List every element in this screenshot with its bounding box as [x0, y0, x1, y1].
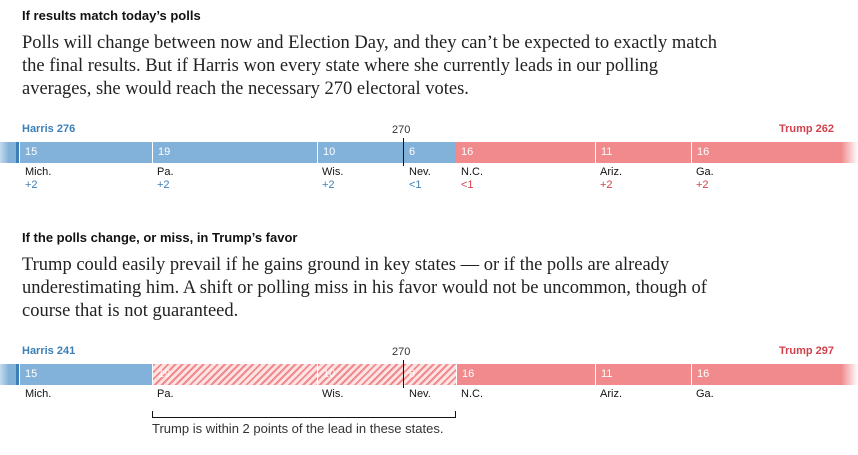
state-margin: +2 — [157, 179, 170, 191]
trump-safe-fade — [830, 364, 858, 385]
ev-label: 19 — [158, 368, 171, 380]
state-name: Ga. — [696, 166, 714, 178]
state-label-ga: Ga. — [696, 388, 714, 401]
state-segment-nc[interactable]: 16 — [456, 364, 595, 385]
ev-label: 19 — [158, 146, 171, 158]
ev-label: 15 — [25, 368, 38, 380]
state-label-mich: Mich. +2 — [25, 166, 51, 192]
swing-states-note: Trump is within 2 points of the lead in … — [152, 421, 444, 436]
threshold-line — [403, 360, 404, 388]
state-segment-nev[interactable]: 6 — [403, 142, 456, 163]
state-margin: +2 — [600, 179, 613, 191]
state-segment-ariz[interactable]: 11 — [595, 364, 691, 385]
state-label-nev: Nev. — [409, 388, 431, 401]
state-name: N.C. — [461, 388, 483, 400]
state-label-ga: Ga. +2 — [696, 166, 714, 192]
state-label-ariz: Ariz. — [600, 388, 622, 401]
state-label-mich: Mich. — [25, 388, 51, 401]
ev-label: 10 — [323, 368, 336, 380]
scenario-heading: If results match today’s polls — [22, 8, 201, 23]
state-segment-wis[interactable]: 10 — [317, 364, 403, 385]
ev-label: 15 — [25, 146, 38, 158]
state-name: Ariz. — [600, 388, 622, 400]
state-segment-pa[interactable]: 19 — [152, 364, 317, 385]
trump-total-label: Trump 297 — [778, 345, 834, 357]
state-margin: +2 — [322, 179, 335, 191]
state-label-wis: Wis. — [322, 388, 343, 401]
ev-label: 16 — [461, 146, 474, 158]
harris-total-label: Harris 241 — [22, 345, 76, 357]
state-segment-mich[interactable]: 15 — [19, 364, 152, 385]
state-segment-nev[interactable]: 6 — [403, 364, 456, 385]
ev-label: 11 — [601, 146, 613, 158]
state-name: Mich. — [25, 166, 52, 178]
state-name: Wis. — [322, 388, 344, 400]
harris-safe-fade — [0, 142, 20, 163]
state-name: N.C. — [461, 166, 483, 178]
ev-label: 16 — [697, 146, 710, 158]
harris-total-label: Harris 276 — [22, 123, 76, 135]
state-name: Ariz. — [600, 166, 622, 178]
state-segment-mich[interactable]: 15 — [19, 142, 152, 163]
ev-label: 6 — [409, 368, 416, 380]
electoral-bar: 15 19 10 6 16 11 16 — [0, 142, 858, 163]
ev-label: 10 — [323, 146, 336, 158]
state-label-wis: Wis. +2 — [322, 166, 343, 192]
state-label-nev: Nev. <1 — [409, 166, 431, 192]
state-name: Wis. — [322, 166, 344, 178]
state-segment-ariz[interactable]: 11 — [595, 142, 691, 163]
harris-safe-edge — [16, 142, 19, 163]
state-name: Pa. — [157, 388, 174, 400]
trump-total-label: Trump 262 — [778, 123, 834, 135]
state-margin: +2 — [696, 179, 709, 191]
ev-label: 16 — [462, 368, 475, 380]
threshold-line — [403, 138, 404, 166]
state-margin: <1 — [461, 179, 474, 191]
state-segment-ga[interactable]: 16 — [691, 142, 830, 163]
harris-safe-fade — [0, 364, 20, 385]
state-segment-pa[interactable]: 19 — [152, 142, 317, 163]
scenario-description: Polls will change between now and Electi… — [22, 33, 718, 99]
trump-safe-fade — [830, 142, 858, 163]
ev-label: 11 — [601, 368, 613, 380]
scenario-description: Trump could easily prevail if he gains g… — [22, 255, 707, 321]
state-name: Ga. — [696, 388, 714, 400]
state-label-ariz: Ariz. +2 — [600, 166, 622, 192]
state-segment-nc[interactable]: 16 — [456, 142, 595, 163]
state-name: Nev. — [409, 388, 431, 400]
state-margin: <1 — [409, 179, 422, 191]
threshold-label: 270 — [392, 346, 411, 358]
scenario-heading: If the polls change, or miss, in Trump’s… — [22, 230, 298, 245]
state-segment-wis[interactable]: 10 — [317, 142, 403, 163]
state-segment-ga[interactable]: 16 — [691, 364, 830, 385]
state-name: Nev. — [409, 166, 431, 178]
harris-safe-edge — [16, 364, 19, 385]
state-name: Pa. — [157, 166, 174, 178]
threshold-label: 270 — [392, 124, 411, 136]
state-margin: +2 — [25, 179, 38, 191]
electoral-bar: 15 19 10 6 16 11 16 — [0, 364, 858, 385]
state-label-nc: N.C. <1 — [461, 166, 483, 192]
state-label-nc: N.C. — [461, 388, 483, 401]
ev-label: 16 — [697, 368, 710, 380]
state-name: Mich. — [25, 388, 52, 400]
swing-states-bracket — [152, 411, 456, 418]
ev-label: 6 — [409, 146, 416, 158]
state-label-pa: Pa. — [157, 388, 174, 401]
state-label-pa: Pa. +2 — [157, 166, 174, 192]
